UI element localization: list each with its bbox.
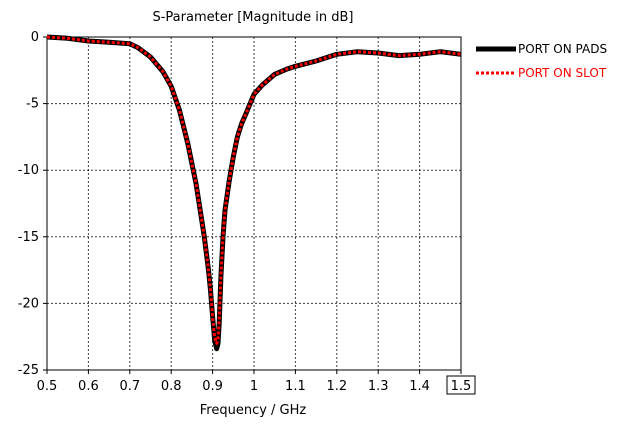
x-axis-ticks: 0.5 0.6 0.7 0.8 0.9 1 1.1 1.2 1.3 1.4 1.5 bbox=[37, 370, 476, 395]
x-tick-label: 0.8 bbox=[161, 379, 182, 394]
x-tick-label: 1.5 bbox=[451, 379, 472, 394]
legend-label-2: PORT ON SLOT bbox=[518, 66, 607, 80]
y-tick-label: -10 bbox=[18, 163, 39, 178]
series-line-2 bbox=[46, 35, 462, 345]
x-tick-label: 0.7 bbox=[119, 379, 140, 394]
x-tick-label: 1.1 bbox=[285, 379, 306, 394]
x-tick-label: 0.5 bbox=[37, 379, 58, 394]
legend-label-1: PORT ON PADS bbox=[518, 42, 607, 56]
chart-title: S-Parameter [Magnitude in dB] bbox=[152, 10, 353, 25]
x-tick-label: 1.2 bbox=[326, 379, 347, 394]
x-tick-highlight-box bbox=[446, 375, 476, 395]
y-tick-label: -20 bbox=[18, 296, 39, 311]
y-tick-label: -5 bbox=[26, 97, 39, 112]
series-layer bbox=[46, 34, 462, 352]
legend: PORT ON PADS PORT ON SLOT bbox=[476, 42, 607, 80]
x-tick-label: 1.4 bbox=[409, 379, 430, 394]
x-axis-label: Frequency / GHz bbox=[200, 403, 307, 418]
y-tick-label: -25 bbox=[18, 363, 39, 378]
x-tick-label: 1 bbox=[250, 379, 258, 394]
y-axis-ticks: 0 -5 -10 -15 -20 -25 bbox=[18, 30, 47, 378]
x-tick-label: 1.3 bbox=[368, 379, 389, 394]
x-tick-label: 0.9 bbox=[202, 379, 223, 394]
y-tick-label: 0 bbox=[31, 30, 39, 45]
x-tick-label: 0.6 bbox=[78, 379, 99, 394]
y-tick-label: -15 bbox=[18, 230, 39, 245]
